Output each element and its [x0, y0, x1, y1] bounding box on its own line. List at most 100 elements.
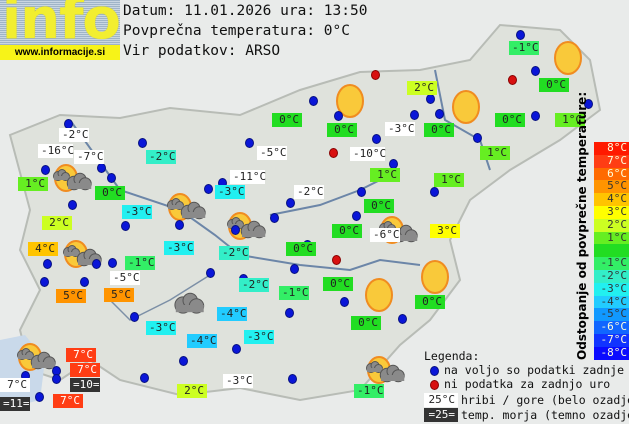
temperature-label[interactable]: 0°C	[424, 123, 454, 137]
station-dot[interactable]	[531, 66, 540, 76]
station-dot[interactable]	[286, 198, 295, 208]
temperature-label[interactable]: 1°C	[434, 173, 464, 187]
station-dot[interactable]	[290, 264, 299, 274]
temperature-label[interactable]: 1°C	[18, 177, 48, 191]
temperature-label[interactable]: -3°C	[244, 330, 274, 344]
temperature-label[interactable]: 1°C	[370, 168, 400, 182]
station-dot[interactable]	[357, 187, 366, 197]
temperature-label[interactable]: 4°C	[28, 242, 58, 256]
temperature-label[interactable]: -3°C	[385, 122, 415, 136]
temperature-label[interactable]: 0°C	[539, 78, 569, 92]
temperature-label[interactable]: -10°C	[350, 147, 386, 161]
temperature-label[interactable]: 5°C	[56, 289, 86, 303]
station-dot[interactable]	[426, 94, 435, 104]
temperature-label[interactable]: -2°C	[59, 128, 89, 142]
station-dot[interactable]	[231, 225, 240, 235]
temperature-label[interactable]: -2°C	[219, 246, 249, 260]
temperature-label[interactable]: 7°C	[0, 378, 30, 392]
temperature-label[interactable]: 7°C	[70, 363, 100, 377]
temperature-label[interactable]: 0°C	[332, 224, 362, 238]
temperature-label[interactable]: 0°C	[415, 295, 445, 309]
temperature-label[interactable]: -2°C	[294, 185, 324, 199]
station-dot[interactable]	[435, 109, 444, 119]
temperature-label[interactable]: 7°C	[66, 348, 96, 362]
no-data-dot[interactable]	[371, 70, 380, 80]
station-dot[interactable]	[41, 165, 50, 175]
station-dot[interactable]	[340, 297, 349, 307]
temperature-label[interactable]: 0°C	[95, 186, 125, 200]
station-dot[interactable]	[43, 259, 52, 269]
station-dot[interactable]	[68, 200, 77, 210]
logo[interactable]: info www.informacije.si	[0, 0, 120, 60]
temperature-label[interactable]: =11=	[0, 397, 30, 411]
logo-url[interactable]: www.informacije.si	[0, 45, 120, 60]
no-data-dot[interactable]	[332, 255, 341, 265]
station-dot[interactable]	[108, 258, 117, 268]
temperature-label[interactable]: 0°C	[323, 277, 353, 291]
station-dot[interactable]	[92, 259, 101, 269]
temperature-label[interactable]: 5°C	[104, 288, 134, 302]
station-dot[interactable]	[175, 220, 184, 230]
station-dot[interactable]	[410, 110, 419, 120]
station-dot[interactable]	[334, 111, 343, 121]
station-dot[interactable]	[97, 163, 106, 173]
station-dot[interactable]	[516, 30, 525, 40]
temperature-label[interactable]: 0°C	[272, 113, 302, 127]
station-dot[interactable]	[35, 392, 44, 402]
temperature-label[interactable]: 1°C	[555, 113, 585, 127]
temperature-label[interactable]: =10=	[70, 378, 100, 392]
station-dot[interactable]	[140, 373, 149, 383]
temperature-label[interactable]: -11°C	[230, 170, 266, 184]
temperature-label[interactable]: -16°C	[38, 144, 74, 158]
temperature-label[interactable]: 0°C	[364, 199, 394, 213]
temperature-label[interactable]: -4°C	[217, 307, 247, 321]
station-dot[interactable]	[473, 133, 482, 143]
temperature-label[interactable]: -3°C	[164, 241, 194, 255]
station-dot[interactable]	[40, 277, 49, 287]
station-dot[interactable]	[245, 138, 254, 148]
temperature-label[interactable]: 1°C	[480, 146, 510, 160]
station-dot[interactable]	[430, 187, 439, 197]
station-dot[interactable]	[288, 374, 297, 384]
temperature-label[interactable]: -2°C	[146, 150, 176, 164]
station-dot[interactable]	[531, 111, 540, 121]
temperature-label[interactable]: -3°C	[223, 374, 253, 388]
temperature-label[interactable]: -6°C	[370, 228, 400, 242]
temperature-label[interactable]: 0°C	[351, 316, 381, 330]
temperature-label[interactable]: 7°C	[53, 394, 83, 408]
no-data-dot[interactable]	[508, 75, 517, 85]
temperature-label[interactable]: -1°C	[354, 384, 384, 398]
temperature-label[interactable]: -3°C	[215, 185, 245, 199]
station-dot[interactable]	[107, 173, 116, 183]
station-dot[interactable]	[138, 138, 147, 148]
station-dot[interactable]	[179, 356, 188, 366]
temperature-label[interactable]: -7°C	[74, 150, 104, 164]
station-dot[interactable]	[398, 314, 407, 324]
temperature-label[interactable]: -4°C	[187, 334, 217, 348]
no-data-dot[interactable]	[329, 148, 338, 158]
station-dot[interactable]	[232, 344, 241, 354]
temperature-label[interactable]: -5°C	[257, 146, 287, 160]
station-dot[interactable]	[52, 374, 61, 384]
temperature-label[interactable]: -3°C	[122, 205, 152, 219]
station-dot[interactable]	[80, 277, 89, 287]
station-dot[interactable]	[285, 308, 294, 318]
temperature-label[interactable]: 0°C	[327, 123, 357, 137]
temperature-label[interactable]: 3°C	[430, 224, 460, 238]
temperature-label[interactable]: -1°C	[279, 286, 309, 300]
temperature-label[interactable]: -1°C	[509, 41, 539, 55]
station-dot[interactable]	[584, 99, 593, 109]
temperature-label[interactable]: -5°C	[110, 271, 140, 285]
temperature-label[interactable]: 2°C	[407, 81, 437, 95]
temperature-label[interactable]: 2°C	[42, 216, 72, 230]
station-dot[interactable]	[204, 184, 213, 194]
station-dot[interactable]	[309, 96, 318, 106]
temperature-label[interactable]: -3°C	[146, 321, 176, 335]
station-dot[interactable]	[130, 312, 139, 322]
station-dot[interactable]	[352, 211, 361, 221]
temperature-label[interactable]: -2°C	[239, 278, 269, 292]
station-dot[interactable]	[121, 221, 130, 231]
station-dot[interactable]	[270, 213, 279, 223]
temperature-label[interactable]: 2°C	[177, 384, 207, 398]
temperature-label[interactable]: 0°C	[495, 113, 525, 127]
